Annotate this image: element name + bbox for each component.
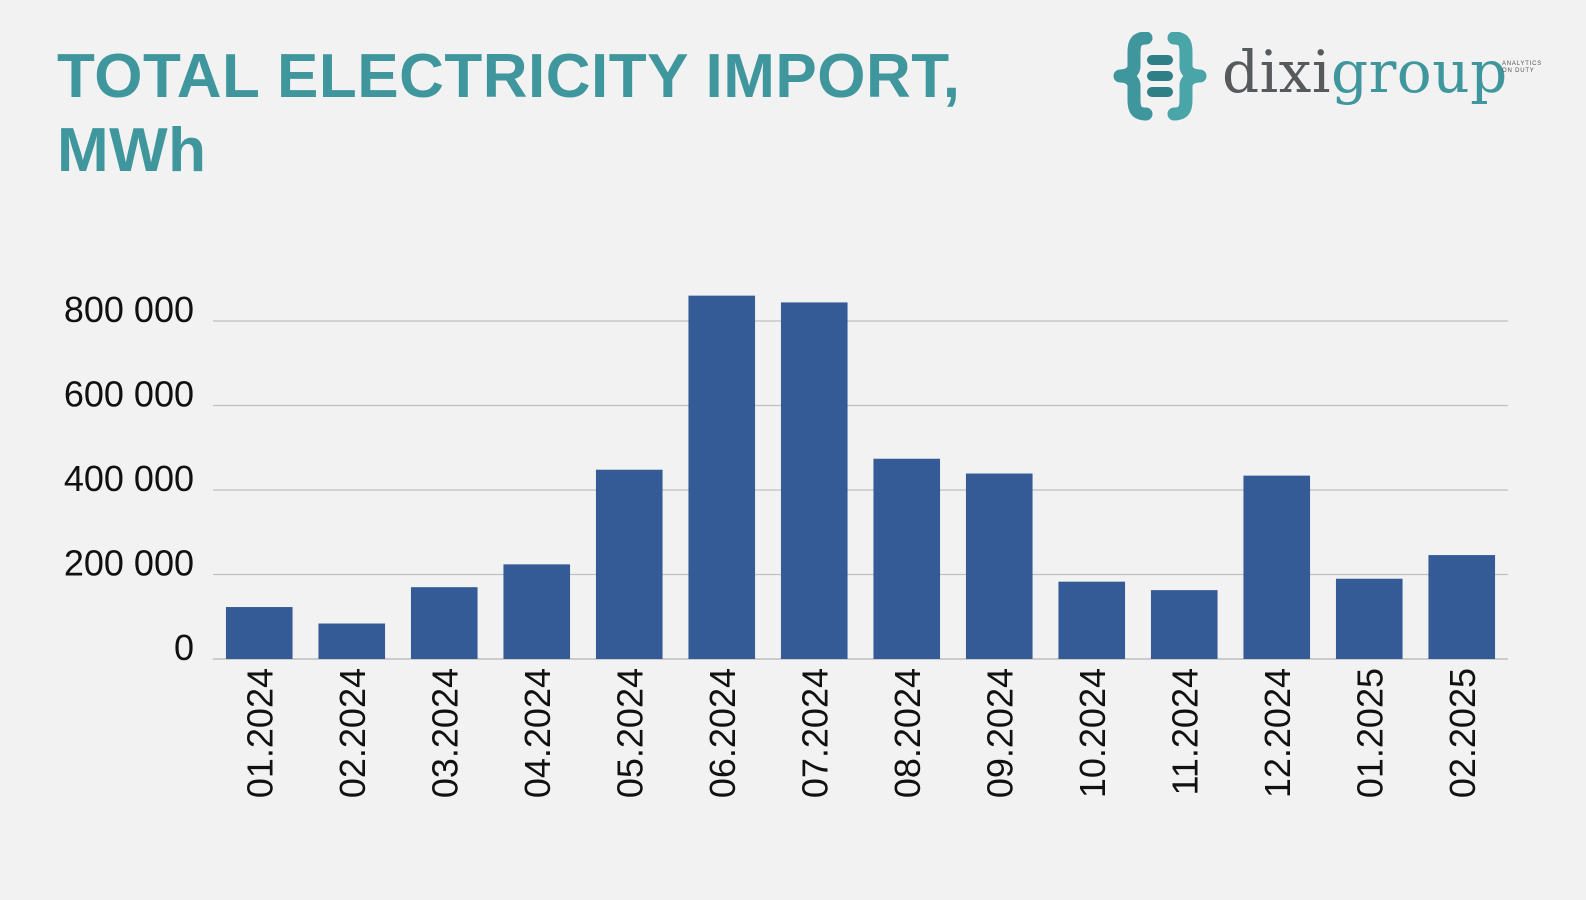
y-axis-ticks: 0 200 000 400 000 600 000 800 000 (64, 289, 194, 668)
logo-tagline: ANALYTICS ON DUTY (1502, 61, 1542, 75)
x-tick-label: 01.2024 (239, 668, 280, 798)
chart-title-line-2: MWh (57, 116, 207, 185)
gridlines (213, 320, 1508, 660)
logo-wordmark: dixigroup (1222, 34, 1508, 110)
logo-tagline-line-1: ANALYTICS (1502, 61, 1543, 67)
bar (503, 564, 571, 659)
y-tick-label: 800 000 (64, 289, 194, 330)
logo-word-group: group (1330, 38, 1508, 106)
x-tick-label: 05.2024 (609, 668, 650, 798)
bar (780, 302, 848, 659)
x-tick-label: 02.2025 (1442, 668, 1483, 798)
y-tick-label: 400 000 (64, 458, 194, 499)
x-tick-label: 03.2024 (424, 668, 465, 798)
x-axis-ticks: 01.2024 02.2024 03.2024 04.2024 05.2024 06.20… (239, 668, 1483, 798)
dixigroup-brackets-icon (1113, 31, 1207, 121)
x-tick-label: 06.2024 (702, 668, 743, 798)
bar (873, 458, 941, 659)
y-tick-label: 200 000 (64, 543, 194, 584)
logo-tagline-line-2: ON DUTY (1502, 68, 1535, 74)
bar (225, 607, 293, 659)
bar (1428, 555, 1496, 659)
x-tick-label: 09.2024 (979, 668, 1020, 798)
x-tick-label: 02.2024 (332, 668, 373, 798)
chart-title: TOTAL ELECTRICITY IMPORT, MWh (57, 40, 1017, 188)
x-tick-label: 12.2024 (1257, 668, 1298, 798)
y-tick-label: 600 000 (64, 374, 194, 415)
x-tick-label: 04.2024 (517, 668, 558, 798)
y-tick-label: 0 (174, 627, 194, 668)
dixigroup-logo: dixigroup ANALYTICS ON DUTY (1112, 31, 1542, 122)
bar (595, 469, 663, 659)
bar (688, 295, 756, 659)
x-tick-label: 10.2024 (1072, 668, 1113, 798)
bar (1243, 475, 1311, 659)
x-tick-label: 01.2025 (1349, 668, 1390, 798)
bar (1058, 581, 1126, 659)
x-tick-label: 11.2024 (1164, 668, 1205, 795)
chart-title-line-1: TOTAL ELECTRICITY IMPORT, (57, 42, 961, 111)
bar (410, 587, 478, 659)
x-tick-label: 07.2024 (794, 668, 835, 798)
bar (318, 623, 386, 659)
bar (1150, 590, 1218, 659)
logo-word-dixi: dixi (1222, 38, 1331, 106)
bars (225, 295, 1496, 659)
bar (1335, 578, 1403, 659)
bar (965, 473, 1033, 659)
x-tick-label: 08.2024 (887, 668, 928, 798)
